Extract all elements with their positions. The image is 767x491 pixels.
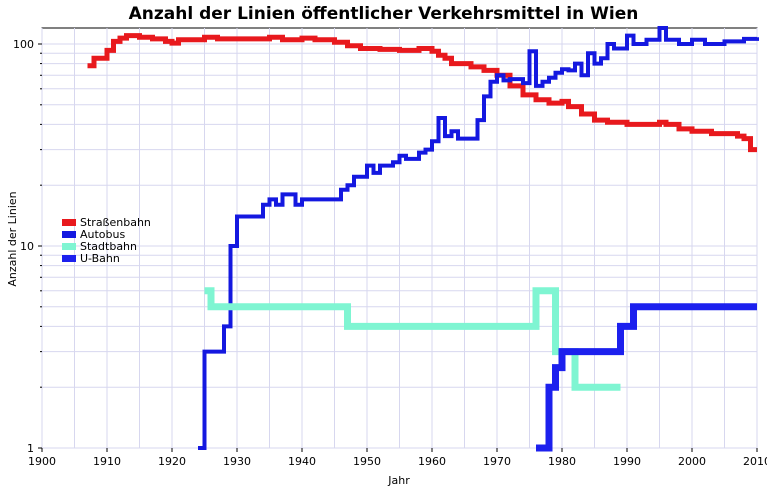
x-tick-label: 1920 (158, 455, 186, 468)
series-line-autobus (198, 26, 759, 450)
x-tick-label: 1960 (418, 455, 446, 468)
x-tick-label: 2000 (678, 455, 706, 468)
x-axis-title: Jahr (387, 474, 410, 487)
legend-swatch (62, 255, 76, 262)
legend-label: Straßenbahn (80, 216, 151, 229)
series-line-stadtbahn (204, 287, 621, 391)
x-tick-label: 1940 (288, 455, 316, 468)
y-tick-label: 1 (27, 442, 34, 455)
x-tick-label: 1930 (223, 455, 251, 468)
series-line-u-bahn (536, 303, 757, 452)
legend-label: Stadtbahn (80, 240, 137, 253)
x-tick-label: 1990 (613, 455, 641, 468)
y-axis-title: Anzahl der Linien (6, 191, 19, 286)
legend-label: U-Bahn (80, 252, 120, 265)
series-layer (87, 26, 759, 452)
x-tick-label: 1950 (353, 455, 381, 468)
axis-ticks: 1900 1910 1920 1930 1940 1950 1960 1970 1980 1990… (13, 38, 767, 468)
y-tick-label: 10 (20, 240, 34, 253)
legend-swatch (62, 231, 76, 238)
y-tick-label: 100 (13, 38, 34, 51)
x-tick-label: 2010 (743, 455, 767, 468)
legend-swatch (62, 219, 76, 226)
x-tick-label: 1980 (548, 455, 576, 468)
legend-label: Autobus (80, 228, 125, 241)
x-tick-label: 1910 (93, 455, 121, 468)
series-line-stra-enbahn (87, 33, 757, 153)
legend-swatch (62, 243, 76, 250)
x-tick-label: 1900 (28, 455, 56, 468)
chart-title: Anzahl der Linien öffentlicher Verkehrsm… (128, 4, 639, 24)
x-tick-label: 1970 (483, 455, 511, 468)
